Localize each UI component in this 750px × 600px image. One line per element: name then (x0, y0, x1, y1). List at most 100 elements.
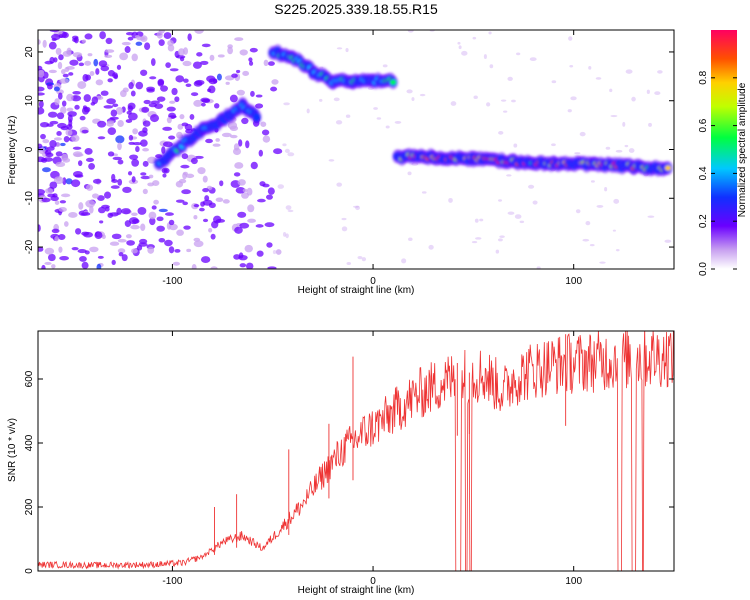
noise-speckle (42, 139, 50, 144)
noise-speckle (107, 127, 117, 136)
noise-speckle (144, 42, 151, 51)
noise-speckle (117, 142, 122, 151)
noise-speckle (64, 221, 69, 227)
noise-speckle (516, 52, 521, 56)
noise-speckle (84, 250, 90, 255)
figure-title: S225.2025.339.18.55.R15 (274, 1, 438, 17)
noise-speckle (625, 69, 633, 74)
noise-speckle (234, 226, 243, 234)
noise-speckle (168, 246, 175, 254)
noise-speckle (153, 199, 159, 205)
noise-speckle (52, 193, 58, 198)
noise-speckle (585, 221, 591, 226)
noise-speckle (176, 229, 184, 236)
noise-speckle (328, 159, 335, 162)
noise-speckle (267, 187, 275, 195)
noise-speckle (129, 154, 139, 160)
noise-speckle (260, 121, 267, 127)
noise-speckle (567, 109, 572, 113)
noise-speckle (407, 171, 412, 176)
heatmap-x-label: Height of straight line (km) (298, 285, 415, 296)
noise-speckle (92, 178, 102, 184)
noise-speckle (202, 187, 210, 193)
noise-speckle (551, 80, 557, 84)
noise-speckle (60, 142, 66, 147)
ridge-core (390, 79, 397, 85)
noise-speckle (211, 220, 219, 229)
snr-y-tick-label: 0 (24, 568, 35, 574)
noise-speckle (111, 233, 122, 240)
noise-speckle (284, 148, 290, 153)
noise-speckle (266, 242, 273, 248)
noise-speckle (152, 180, 160, 186)
noise-speckle (99, 220, 104, 224)
noise-speckle (158, 237, 166, 243)
noise-speckle (382, 64, 388, 68)
noise-speckle (72, 146, 82, 150)
noise-speckle (174, 248, 181, 253)
noise-speckle (41, 197, 51, 203)
noise-speckle (189, 113, 195, 120)
noise-speckle (46, 83, 53, 90)
noise-speckle (135, 81, 144, 90)
noise-speckle (42, 167, 51, 173)
noise-speckle (227, 121, 238, 130)
noise-speckle (71, 134, 80, 142)
noise-speckle (448, 197, 453, 203)
noise-speckle (110, 109, 118, 117)
noise-speckle (94, 231, 103, 240)
noise-speckle (183, 78, 189, 83)
noise-speckle (142, 127, 148, 134)
noise-speckle (495, 249, 500, 254)
noise-speckle (244, 244, 253, 253)
noise-speckle (88, 162, 96, 170)
colorbar-ticks: 0.0 0.2 0.4 0.6 0.8 (698, 70, 737, 276)
noise-speckle (60, 193, 71, 198)
noise-speckle (231, 73, 238, 78)
noise-speckle (519, 220, 525, 224)
noise-speckle (408, 237, 413, 242)
noise-speckle (131, 212, 138, 216)
noise-speckle (654, 91, 661, 96)
noise-speckle (483, 54, 487, 60)
noise-speckle (131, 248, 138, 254)
noise-speckle (551, 143, 556, 147)
snr-x-label: Height of straight line (km) (298, 585, 415, 596)
noise-speckle (208, 85, 216, 94)
noise-speckle (174, 96, 180, 103)
noise-speckle (49, 139, 57, 148)
noise-speckle (71, 246, 79, 251)
noise-speckle (193, 204, 200, 208)
noise-speckle (498, 199, 503, 202)
noise-speckle (97, 120, 107, 128)
noise-speckle (150, 100, 160, 104)
noise-speckle (62, 73, 69, 78)
noise-speckle (54, 98, 60, 106)
noise-speckle (131, 158, 140, 167)
noise-speckle (183, 225, 191, 230)
noise-speckle (117, 159, 124, 165)
noise-speckle (345, 47, 349, 53)
noise-speckle (657, 70, 663, 74)
noise-speckle (242, 70, 250, 76)
noise-speckle (277, 184, 284, 189)
noise-speckle (112, 72, 118, 79)
snr-plot-area (38, 331, 674, 571)
noise-speckle (624, 144, 629, 148)
noise-speckle (78, 62, 85, 67)
noise-speckle (514, 214, 522, 219)
noise-speckle (590, 180, 595, 183)
noise-speckle (100, 90, 109, 96)
noise-speckle (166, 106, 176, 112)
noise-speckle (38, 224, 41, 232)
noise-speckle (41, 264, 46, 269)
noise-speckle (236, 89, 245, 96)
noise-speckle (612, 229, 616, 232)
snr-y-tick-label: 400 (24, 434, 35, 451)
noise-speckle (262, 135, 271, 143)
noise-speckle (111, 179, 119, 183)
noise-speckle (257, 198, 266, 203)
noise-speckle (57, 92, 63, 100)
noise-speckle (84, 33, 93, 40)
noise-speckle (125, 234, 132, 239)
